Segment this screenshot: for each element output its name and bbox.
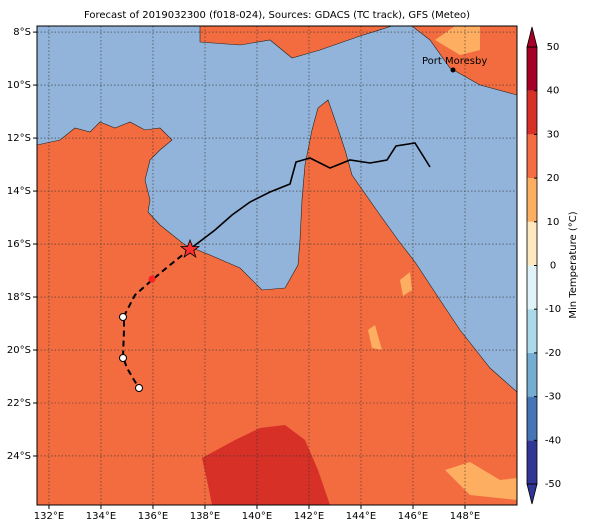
y-tick-label: 12°S: [7, 133, 31, 144]
x-tick-label: 148°E: [450, 511, 480, 522]
y-tick-label: 14°S: [7, 186, 31, 197]
x-tick-label: 142°E: [294, 511, 324, 522]
mild-patch: [400, 272, 412, 296]
colorbar-extend-top: [526, 26, 538, 48]
x-tick-label: 134°E: [86, 511, 116, 522]
colorbar-band: [527, 90, 537, 135]
track-forecast: [189, 142, 431, 250]
colorbar-tick-label: -20: [545, 348, 561, 359]
mild-patch: [445, 462, 517, 500]
colorbar: -50 -40 -30 -20 -10 0 10 20 30 40 50: [526, 26, 561, 505]
city-label: Port Moresby: [422, 56, 487, 67]
x-tick-label: 144°E: [346, 511, 376, 522]
colorbar-band: [527, 440, 537, 484]
x-tick-label: 136°E: [138, 511, 168, 522]
x-tick-label: 132°E: [34, 511, 64, 522]
colorbar-tick-label: 50: [547, 42, 560, 53]
colorbar-band: [527, 221, 537, 266]
storm-star: [179, 238, 201, 258]
colorbar-band: [527, 265, 537, 310]
colorbar-tick-label: 40: [547, 86, 560, 97]
track-point: [148, 275, 156, 283]
y-tick-label: 24°S: [7, 451, 31, 462]
colorbar-band: [527, 178, 537, 222]
track-point: [119, 313, 127, 321]
colorbar-band: [527, 47, 537, 91]
colorbar-tick-label: 10: [547, 217, 560, 228]
colorbar-band: [527, 309, 537, 353]
colorbar-tick-label: -50: [545, 479, 561, 490]
colorbar-tick-label: 0: [550, 261, 556, 272]
colorbar-tick-label: -10: [545, 304, 561, 315]
colorbar-tick-label: 20: [547, 173, 560, 184]
y-tick-label: 18°S: [7, 292, 31, 303]
colorbar-band: [527, 134, 537, 179]
mild-patch: [368, 325, 382, 350]
land-new-guinea: [199, 26, 393, 59]
track-past: [121, 248, 191, 389]
y-tick-label: 10°S: [7, 80, 31, 91]
map: Port Moresby: [37, 26, 517, 505]
y-tick-label: 22°S: [7, 398, 31, 409]
colorbar-tick-label: -40: [545, 435, 561, 446]
colorbar-label: Min Temperature (°C): [568, 211, 579, 318]
city-marker: [450, 67, 456, 73]
y-tick-label: 20°S: [7, 345, 31, 356]
x-tick-label: 138°E: [190, 511, 220, 522]
title: Forecast of 2019032300 (f018-024), Sourc…: [84, 10, 470, 21]
track-point: [135, 384, 143, 392]
colorbar-tick-label: 30: [547, 129, 560, 140]
map-frame: [36, 25, 518, 506]
grid: [37, 26, 517, 505]
colorbar-tick-label: -30: [545, 392, 561, 403]
colorbar-band: [527, 352, 537, 397]
x-tick-label: 140°E: [242, 511, 272, 522]
y-tick-label: 16°S: [7, 239, 31, 250]
track-point: [119, 354, 127, 362]
colorbar-extend-bottom: [526, 483, 538, 505]
warm-region: [202, 425, 330, 505]
x-tick-label: 146°E: [398, 511, 428, 522]
land-australia: [37, 99, 517, 505]
y-tick-label: 8°S: [13, 27, 31, 38]
mild-patch: [435, 26, 480, 55]
land-new-guinea-east: [411, 26, 517, 96]
colorbar-band: [527, 396, 537, 441]
